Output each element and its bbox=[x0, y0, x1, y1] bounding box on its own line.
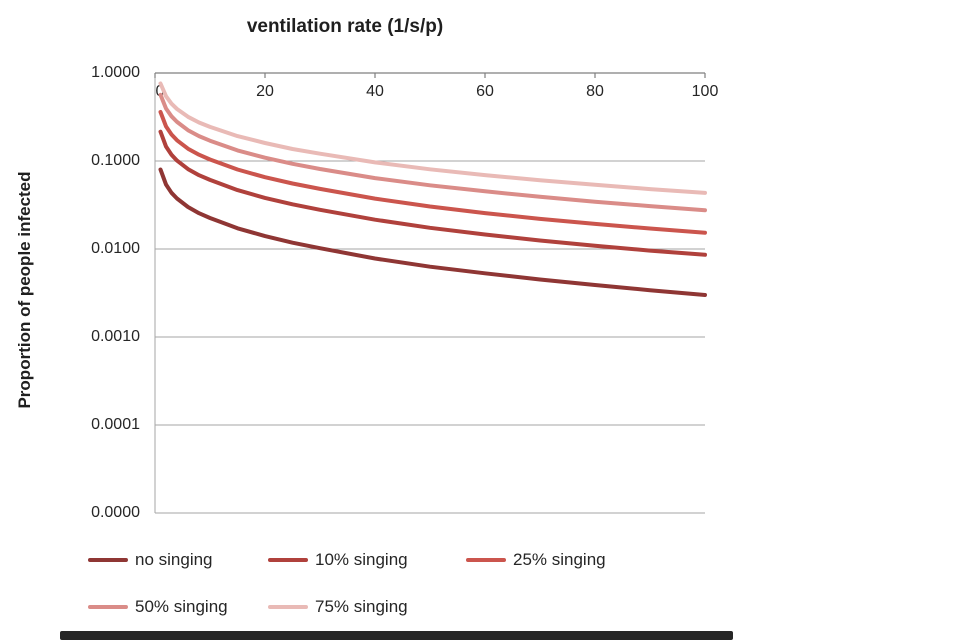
x-tick-label: 80 bbox=[586, 83, 604, 100]
legend-item: 50% singing bbox=[88, 596, 228, 618]
series-line-25-singing bbox=[158, 110, 707, 235]
y-tick-label: 0.0100 bbox=[91, 240, 140, 257]
legend-swatch-no-singing bbox=[88, 558, 128, 562]
legend-label: no singing bbox=[135, 550, 213, 569]
y-tick-label: 0.0010 bbox=[91, 328, 140, 345]
x-tick-label: 60 bbox=[476, 83, 494, 100]
x-tick-label: 100 bbox=[691, 83, 719, 100]
y-axis-title: Proportion of people infected bbox=[15, 171, 34, 409]
y-tick-label: 1.0000 bbox=[91, 64, 140, 81]
legend-item: 75% singing bbox=[268, 596, 408, 618]
y-tick-label: 0.0001 bbox=[91, 416, 140, 433]
legend-label: 75% singing bbox=[315, 597, 408, 616]
legend-label: 25% singing bbox=[513, 550, 606, 569]
x-axis-title: ventilation rate (1/s/p) bbox=[246, 16, 444, 37]
x-tick-label: 0 bbox=[155, 83, 165, 100]
legend-swatch-50pct-singing bbox=[88, 605, 128, 609]
legend-label: 50% singing bbox=[135, 597, 228, 616]
series-line-50-singing bbox=[158, 92, 707, 213]
x-tick-label: 40 bbox=[366, 83, 384, 100]
legend-swatch-75pct-singing bbox=[268, 605, 308, 609]
y-tick-label: 0.1000 bbox=[91, 152, 140, 169]
x-tick-label: 20 bbox=[256, 83, 274, 100]
bottom-window-edge bbox=[60, 631, 733, 640]
series-line-no-singing bbox=[158, 167, 707, 297]
legend-swatch-25pct-singing bbox=[466, 558, 506, 562]
legend-item: 10% singing bbox=[268, 549, 408, 571]
series-line-10-singing bbox=[158, 129, 707, 257]
legend-item: no singing bbox=[88, 549, 213, 571]
legend-item: 25% singing bbox=[466, 549, 606, 571]
legend-swatch-10pct-singing bbox=[268, 558, 308, 562]
legend-label: 10% singing bbox=[315, 550, 408, 569]
y-tick-label: 0.0000 bbox=[91, 504, 140, 521]
